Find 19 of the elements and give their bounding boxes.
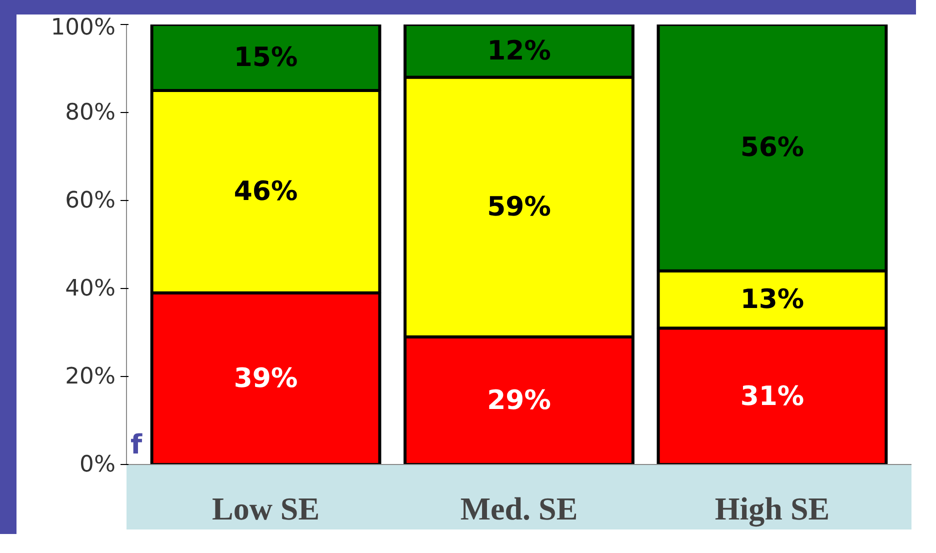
text: 46% [234,176,298,208]
y-tick-label: 80% [65,100,116,126]
text: 59% [487,192,551,223]
text: 39% [234,363,298,394]
x-tick-label: Low SE [212,490,320,526]
y-tick-label: 100% [50,14,116,40]
x-tick-label: Med. SE [460,490,578,526]
text: 31% [740,380,804,412]
text: 13% [740,284,804,315]
y-tick-label: 20% [65,364,116,390]
y-tick-label: 40% [65,276,116,302]
text: 29% [487,385,551,416]
text: 12% [487,35,551,66]
y-tick-label: 60% [65,188,116,214]
text: 56% [740,132,804,164]
annotation: f [130,430,142,460]
y-tick-label: 0% [80,452,116,478]
x-tick-label: High SE [714,490,830,528]
text: 15% [234,42,298,73]
